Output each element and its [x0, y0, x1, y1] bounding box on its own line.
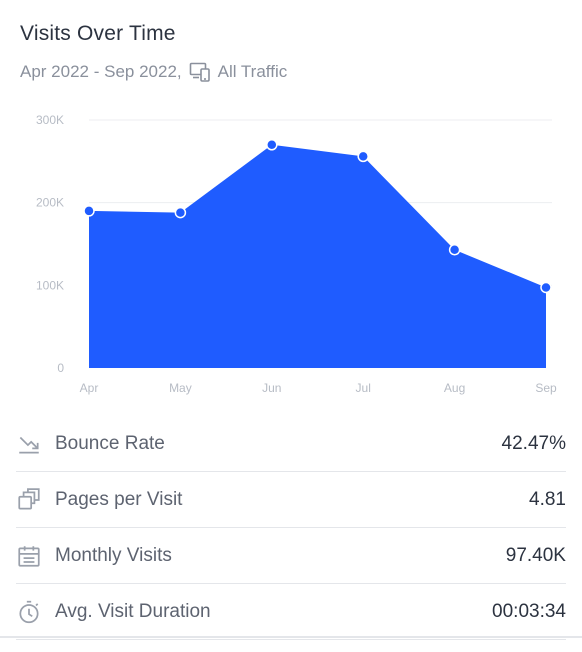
stat-row-bounce-rate: Bounce Rate 42.47% [16, 416, 566, 472]
stat-value: 42.47% [501, 432, 566, 454]
date-range: Apr 2022 - Sep 2022, [20, 62, 182, 81]
card-title: Visits Over Time [20, 22, 176, 45]
stat-label: Bounce Rate [55, 432, 165, 454]
card-bottom-divider [0, 636, 582, 638]
x-tick-label: Apr [80, 381, 99, 395]
pages-icon [18, 487, 40, 510]
y-tick-label: 300K [36, 113, 64, 127]
visits-area-chart: 0 100K 200K 300K Apr May Jun Jul Aug Sep [36, 113, 557, 395]
y-tick-label: 200K [36, 196, 64, 210]
stat-value: 97.40K [505, 544, 566, 566]
traffic-label: All Traffic [217, 62, 288, 81]
bounce-rate-icon [19, 436, 39, 454]
stat-label: Pages per Visit [55, 488, 183, 510]
y-tick-label: 100K [36, 278, 64, 292]
calendar-icon [18, 545, 40, 567]
stat-label: Monthly Visits [55, 544, 172, 566]
card-subtitle: Apr 2022 - Sep 2022, All Traffic [20, 60, 287, 84]
x-tick-label: Jun [262, 381, 281, 395]
x-tick-label: Aug [444, 381, 465, 395]
visits-area [89, 144, 546, 368]
data-point[interactable] [174, 206, 187, 219]
data-point[interactable] [448, 244, 461, 256]
stat-value: 4.81 [529, 488, 566, 510]
stat-value: 00:03:34 [492, 600, 566, 622]
x-tick-label: Jul [356, 381, 371, 395]
stopwatch-icon [19, 600, 39, 623]
stat-label: Avg. Visit Duration [55, 600, 211, 622]
stat-row-monthly-visits: Monthly Visits 97.40K [16, 528, 566, 584]
data-point[interactable] [83, 205, 95, 217]
stats-list: Bounce Rate 42.47% Pages per Visit 4.81 … [16, 416, 566, 640]
devices-icon [189, 62, 210, 82]
x-tick-label: May [169, 381, 192, 395]
stat-row-pages-per-visit: Pages per Visit 4.81 [16, 472, 566, 528]
x-tick-label: Sep [535, 381, 557, 395]
stat-row-avg-visit-duration: Avg. Visit Duration 00:03:34 [16, 584, 566, 640]
data-point[interactable] [266, 139, 278, 151]
data-point[interactable] [357, 150, 369, 163]
data-point[interactable] [540, 281, 552, 294]
y-tick-label: 0 [57, 361, 64, 375]
